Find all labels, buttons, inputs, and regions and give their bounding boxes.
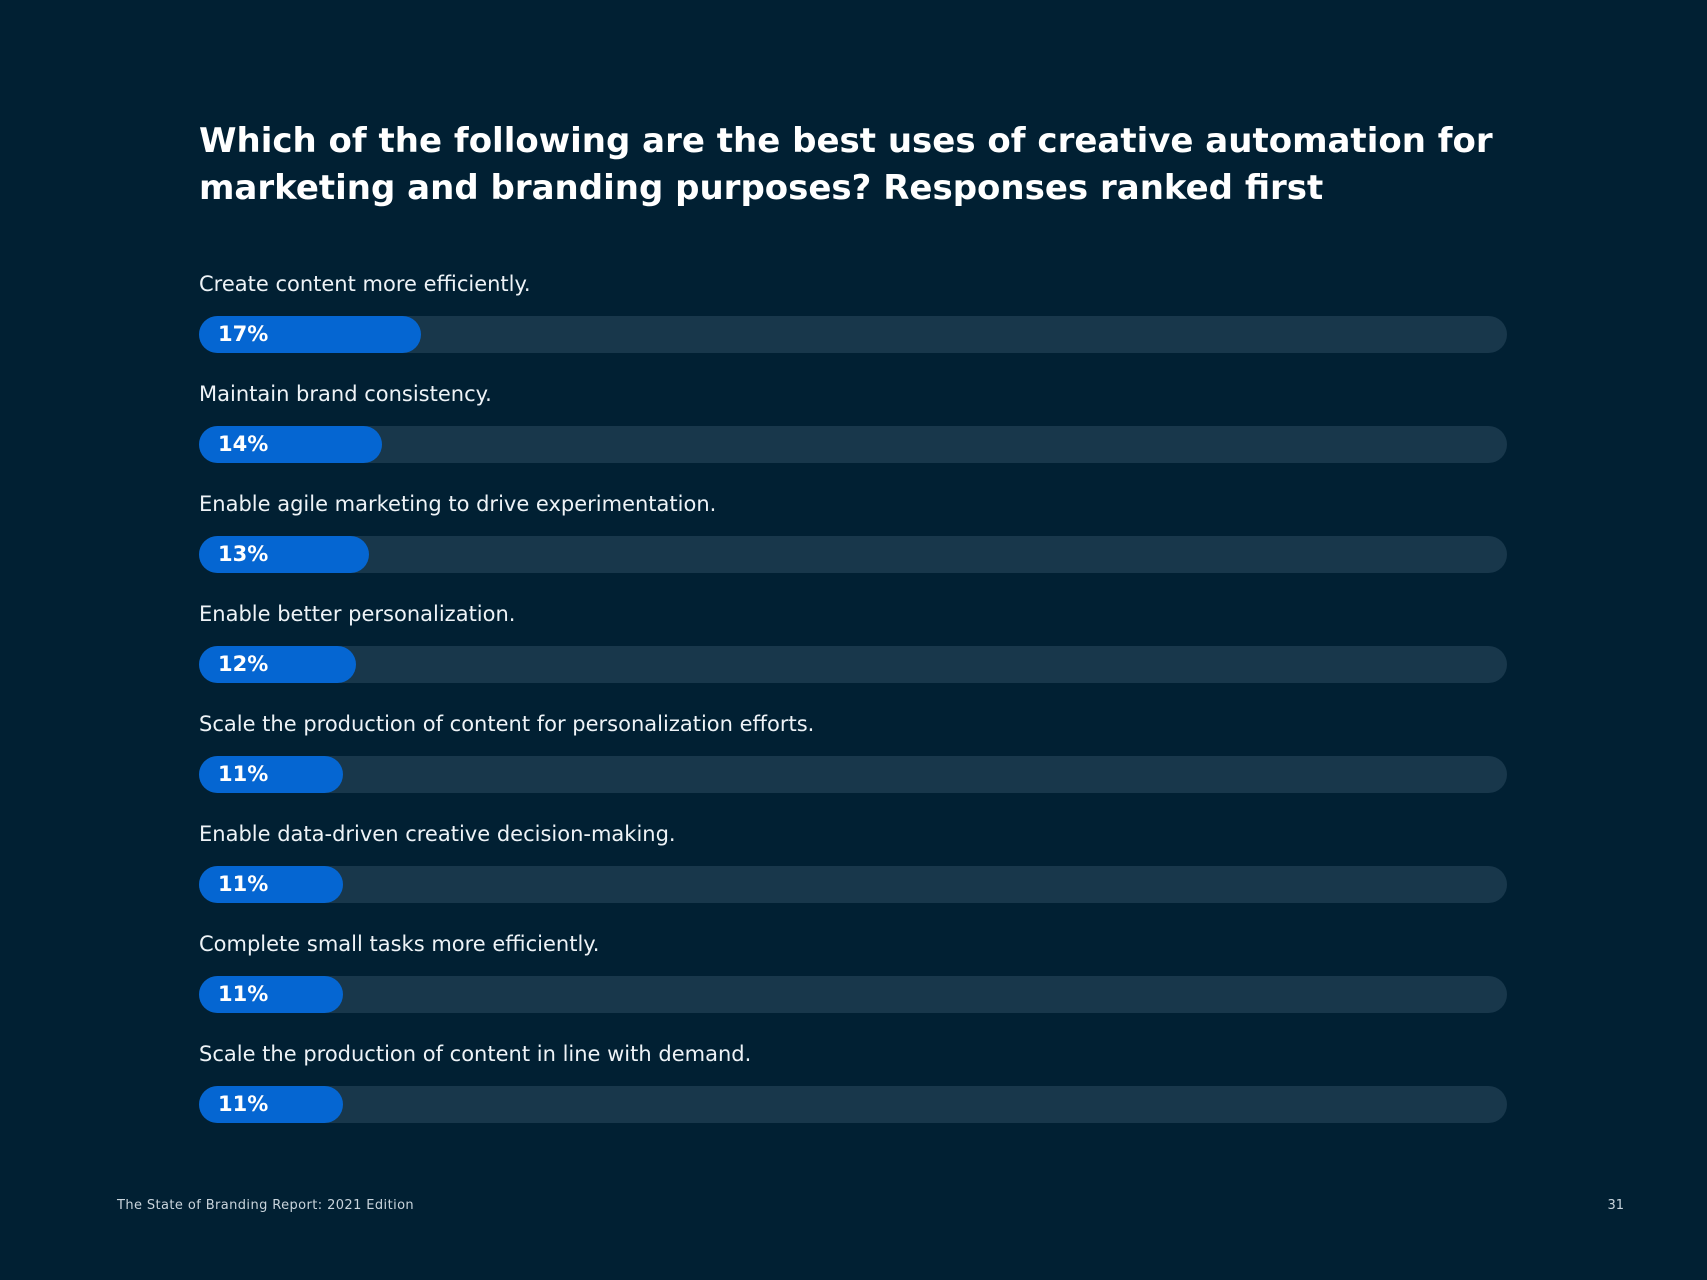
bar-track: 12% (199, 646, 1507, 683)
value-label: 14% (218, 432, 269, 456)
category-label: Maintain brand consistency. (199, 382, 492, 406)
bar-row: Enable data-driven creative decision-mak… (199, 818, 1507, 928)
bar-track: 13% (199, 536, 1507, 573)
bar-row: Complete small tasks more efficiently. 11… (199, 928, 1507, 1038)
category-label: Enable agile marketing to drive experime… (199, 492, 717, 516)
value-label: 11% (218, 1092, 269, 1116)
bar-track: 11% (199, 976, 1507, 1013)
category-label: Scale the production of content for pers… (199, 712, 815, 736)
bar: 11% (199, 1086, 343, 1123)
bar: 11% (199, 756, 343, 793)
report-name: The State of Branding Report: 2021 Editi… (117, 1198, 415, 1213)
value-label: 11% (218, 872, 269, 896)
bar-row: Maintain brand consistency. 14% (199, 378, 1507, 488)
bar: 12% (199, 646, 356, 683)
bar-row: Enable agile marketing to drive experime… (199, 488, 1507, 598)
bar: 14% (199, 426, 383, 463)
category-label: Complete small tasks more efficiently. (199, 932, 600, 956)
category-label: Scale the production of content in line … (199, 1042, 752, 1066)
value-label: 17% (218, 322, 269, 346)
bar-row: Scale the production of content for pers… (199, 708, 1507, 818)
bar-track: 11% (199, 866, 1507, 903)
bar-row: Create content more efficiently. 17% (199, 268, 1507, 378)
value-label: 11% (218, 982, 269, 1006)
bar-row: Scale the production of content in line … (199, 1038, 1507, 1148)
bar-chart: Create content more efficiently. 17% Maint… (199, 268, 1507, 1148)
category-label: Enable better personalization. (199, 602, 516, 626)
category-label: Enable data-driven creative decision-mak… (199, 822, 676, 846)
bar: 11% (199, 866, 343, 903)
value-label: 11% (218, 762, 269, 786)
value-label: 12% (218, 652, 269, 676)
bar-track: 11% (199, 756, 1507, 793)
bar-row: Enable better personalization. 12% (199, 598, 1507, 708)
bar: 17% (199, 316, 422, 353)
category-label: Create content more efficiently. (199, 272, 531, 296)
chart-title: Which of the following are the best uses… (199, 121, 1493, 208)
bar-track: 17% (199, 316, 1507, 353)
bar: 11% (199, 976, 343, 1013)
page-number: 31 (1607, 1198, 1624, 1213)
bar-track: 11% (199, 1086, 1507, 1123)
value-label: 13% (218, 542, 269, 566)
bar: 13% (199, 536, 370, 573)
bar-track: 14% (199, 426, 1507, 463)
